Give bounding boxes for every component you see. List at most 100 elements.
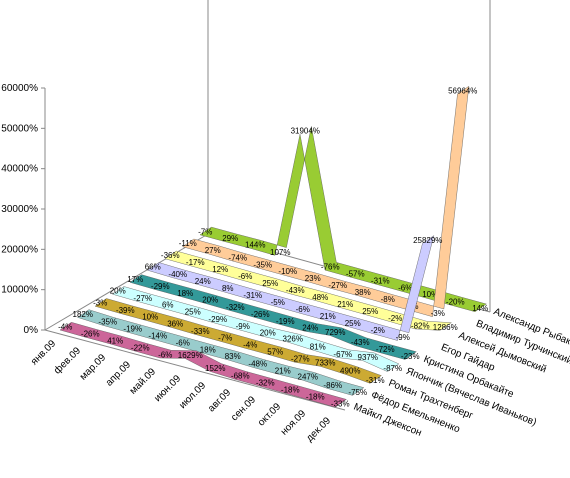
data-label: -26%	[251, 310, 270, 319]
data-label: -57%	[346, 269, 365, 278]
data-label: -2%	[388, 314, 402, 323]
data-label: -76%	[321, 263, 340, 272]
data-label: -8%	[381, 295, 395, 304]
data-label: -6%	[398, 283, 412, 292]
ribbon	[182, 85, 470, 317]
z-tick-label: 0%	[24, 325, 39, 336]
z-tick-label: 20000%	[1, 244, 38, 255]
data-label: -32%	[256, 379, 275, 388]
z-tick-label: 40000%	[1, 164, 38, 175]
data-label: -2%	[371, 326, 385, 335]
z-tick-label: 50000%	[1, 123, 38, 134]
data-label: -7%	[198, 227, 212, 236]
data-label: 8%	[222, 284, 234, 293]
data-label: -31%	[366, 376, 385, 385]
data-label: -23%	[401, 352, 420, 361]
data-label: 21%	[275, 366, 291, 375]
data-label: 66%	[145, 263, 161, 272]
x-tick-label: фев.09	[51, 344, 83, 376]
data-label: -4%	[58, 322, 72, 331]
data-label: -19%	[276, 317, 295, 326]
data-label: -27%	[291, 355, 310, 364]
data-label: 20%	[202, 296, 218, 305]
data-label: 10%	[422, 290, 438, 299]
x-tick-label: янв.09	[29, 338, 58, 367]
data-label: 733%	[315, 359, 335, 368]
data-label: -35%	[98, 318, 117, 327]
ribbon	[59, 322, 347, 408]
data-label: 29%	[222, 234, 238, 243]
data-label: 20%	[260, 329, 276, 338]
data-label: -27%	[328, 281, 347, 290]
data-label: -31%	[243, 291, 262, 300]
data-label: 18%	[177, 289, 193, 298]
data-label: 25%	[262, 279, 278, 288]
data-label: 25%	[362, 307, 378, 316]
data-label: -3%	[431, 309, 445, 318]
data-label: 25%	[345, 319, 361, 328]
data-label: -22%	[131, 344, 150, 353]
ribbon	[147, 235, 435, 341]
data-label: -6%	[158, 350, 172, 359]
data-label: 152%	[205, 364, 225, 373]
data-label: -67%	[333, 350, 352, 359]
ribbon	[164, 250, 452, 331]
side-floor-edge	[44, 233, 209, 331]
data-label: 21%	[320, 312, 336, 321]
data-label: 25829%	[413, 236, 442, 245]
data-label: -36%	[161, 251, 180, 260]
data-label: -75%	[348, 388, 367, 397]
data-label: 27%	[205, 246, 221, 255]
data-label: -19%	[123, 325, 142, 334]
data-label: -43%	[351, 338, 370, 347]
data-label: 1629%	[178, 351, 203, 360]
data-label: -6%	[296, 305, 310, 314]
data-label: 24%	[302, 324, 318, 333]
data-label: 24%	[195, 277, 211, 286]
data-label: -72%	[376, 345, 395, 354]
data-label: -17%	[186, 258, 205, 267]
x-tick-label: окт.09	[256, 401, 283, 428]
data-label: -26%	[81, 330, 100, 339]
data-label: -9%	[236, 322, 250, 331]
data-label: -5%	[271, 298, 285, 307]
data-label: -18%	[306, 393, 325, 402]
z-tick-label: 30000%	[1, 204, 38, 215]
data-label: -6%	[176, 339, 190, 348]
data-label: -29%	[151, 282, 170, 291]
data-label: -33%	[191, 327, 210, 336]
data-label: 56964%	[448, 86, 477, 95]
x-tick-label: май.09	[128, 366, 159, 397]
data-label: 107%	[270, 248, 290, 257]
x-tick-label: мар.09	[78, 352, 109, 383]
x-tick-label: апр.09	[104, 359, 134, 389]
data-label: 25%	[185, 308, 201, 317]
ribbon	[94, 298, 382, 384]
data-label: -87%	[383, 364, 402, 373]
data-label: 247%	[298, 373, 318, 382]
data-label: 83%	[225, 352, 241, 361]
data-label: -33%	[331, 400, 350, 409]
data-label: 21%	[337, 300, 353, 309]
data-label: 144%	[245, 241, 265, 250]
data-label: -68%	[231, 372, 250, 381]
data-label: 23%	[305, 274, 321, 283]
data-label: 81%	[310, 342, 326, 351]
data-label: 12%	[212, 265, 228, 274]
x-tick-label: июл.09	[177, 380, 208, 411]
data-label: 36%	[167, 319, 183, 328]
data-label: -14%	[148, 332, 167, 341]
data-label: 48%	[312, 293, 328, 302]
data-label: 18%	[200, 345, 216, 354]
data-label: -32%	[226, 303, 245, 312]
data-label: -31%	[371, 276, 390, 285]
front-floor-edge	[44, 329, 346, 411]
data-label: -3%	[93, 299, 107, 308]
data-label: -10%	[278, 267, 297, 276]
x-tick-label: авг.09	[206, 387, 233, 414]
x-tick-label: ноя.09	[279, 408, 309, 438]
data-label: -4%	[243, 341, 257, 350]
x-tick-label: сен.09	[229, 394, 258, 423]
data-label: 937%	[358, 353, 378, 362]
data-label: 10%	[142, 313, 158, 322]
